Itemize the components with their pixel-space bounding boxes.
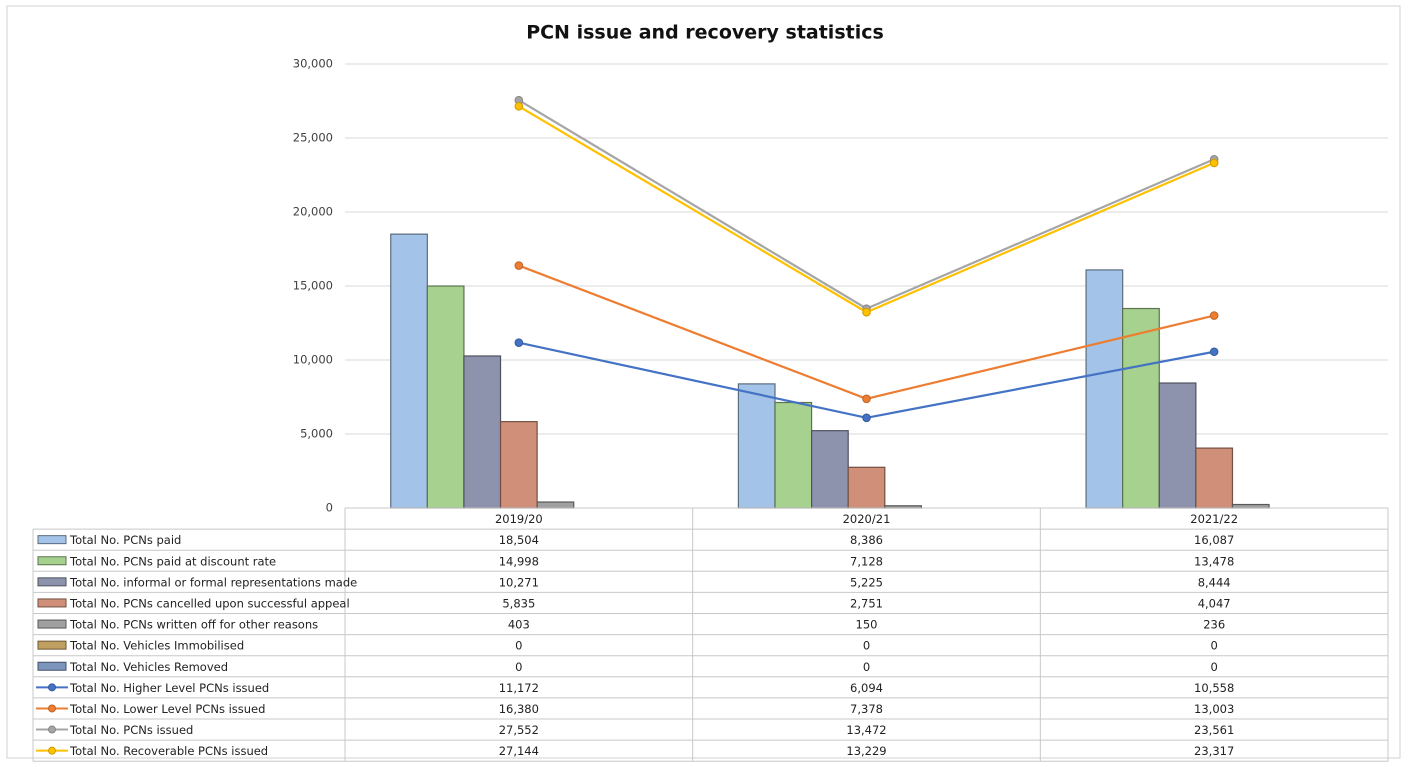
y-tick-label: 0 [326,501,333,515]
x-tick-label: 2021/22 [1190,512,1238,526]
legend-key [37,535,67,545]
table-value: 18,504 [499,533,539,547]
legend-key [37,577,67,587]
x-tick-label: 2019/20 [495,512,543,526]
legend-label: Total No. PCNs paid at discount rate [69,554,276,568]
table-value: 403 [508,618,530,632]
line-point [862,394,871,404]
legend-label: Total No. Vehicles Immobilised [69,639,244,653]
table-value: 150 [856,618,878,632]
table-value: 11,172 [499,681,539,695]
table-value: 0 [1211,639,1218,653]
table-value: 0 [1211,660,1218,674]
legend-label: Total No. Vehicles Removed [69,660,228,674]
table-value: 0 [863,660,870,674]
bar [774,401,813,509]
table-value: 5,225 [850,575,883,589]
bar [1085,269,1124,509]
table-value: 13,478 [1194,554,1234,568]
bar [737,383,776,509]
table-value: 14,998 [499,554,539,568]
legend-label: Total No. Recoverable PCNs issued [69,744,268,758]
bar [810,430,849,509]
legend-key [37,661,67,671]
legend-label: Total No. PCNs paid [69,533,181,547]
table-value: 27,144 [499,744,539,758]
table-value: 7,378 [850,702,883,716]
x-tick-label: 2020/21 [843,512,891,526]
legend-label: Total No. Lower Level PCNs issued [69,702,265,716]
table-value: 236 [1203,618,1225,632]
table-value: 4,047 [1198,596,1231,610]
legend-key [37,640,67,650]
line-point [862,413,871,423]
table-value: 8,386 [850,533,883,547]
legend-label: Total No. PCNs cancelled upon successful… [69,596,350,610]
bar [499,421,538,509]
bar [1158,382,1197,509]
table-value: 23,317 [1194,744,1234,758]
y-tick-label: 20,000 [293,205,333,219]
legend-key [37,598,67,608]
table-value: 16,380 [499,702,539,716]
legend-label: Total No. PCNs written off for other rea… [69,618,318,632]
legend-key [37,556,67,566]
y-tick-label: 15,000 [293,279,333,293]
bar [536,501,575,509]
bar [847,466,886,509]
bar [1122,307,1160,509]
bar [1195,447,1234,509]
table-value: 16,087 [1194,533,1234,547]
table-value: 0 [515,660,522,674]
legend-key [48,725,56,734]
legend-label: Total No. PCNs issued [69,723,193,737]
line-point [1209,311,1219,320]
legend-key [37,619,67,629]
bar [426,285,465,509]
legend-label: Total No. Higher Level PCNs issued [69,681,269,695]
table-value: 27,552 [499,723,539,737]
table-value: 5,835 [502,596,535,610]
chart-title: PCN issue and recovery statistics [526,22,884,44]
y-tick-label: 30,000 [293,57,333,71]
table-value: 10,558 [1194,681,1234,695]
line-point [514,338,524,347]
line-point [1209,347,1219,357]
legend-key [48,683,56,692]
table-value: 13,472 [846,723,886,737]
table-value: 2,751 [850,596,883,610]
bar [1231,503,1270,509]
y-tick-label: 25,000 [293,131,333,145]
table-value: 6,094 [850,681,883,695]
legend-key [48,704,56,713]
legend-key [48,746,56,755]
bar [463,355,502,509]
line-point [862,307,871,317]
bar [390,233,428,509]
table-value: 10,271 [499,575,539,589]
table-value: 23,561 [1194,723,1234,737]
legend-label: Total No. informal or formal representat… [69,575,357,589]
table-value: 7,128 [850,554,883,568]
table-value: 8,444 [1198,575,1231,589]
line-point [514,261,524,270]
line-point [1209,158,1219,168]
table-value: 0 [515,639,522,653]
y-tick-label: 10,000 [293,353,333,367]
table-value: 0 [863,639,870,653]
y-tick-label: 5,000 [300,427,333,441]
table-value: 13,003 [1194,702,1234,716]
table-value: 13,229 [846,744,886,758]
line-point [514,101,524,111]
